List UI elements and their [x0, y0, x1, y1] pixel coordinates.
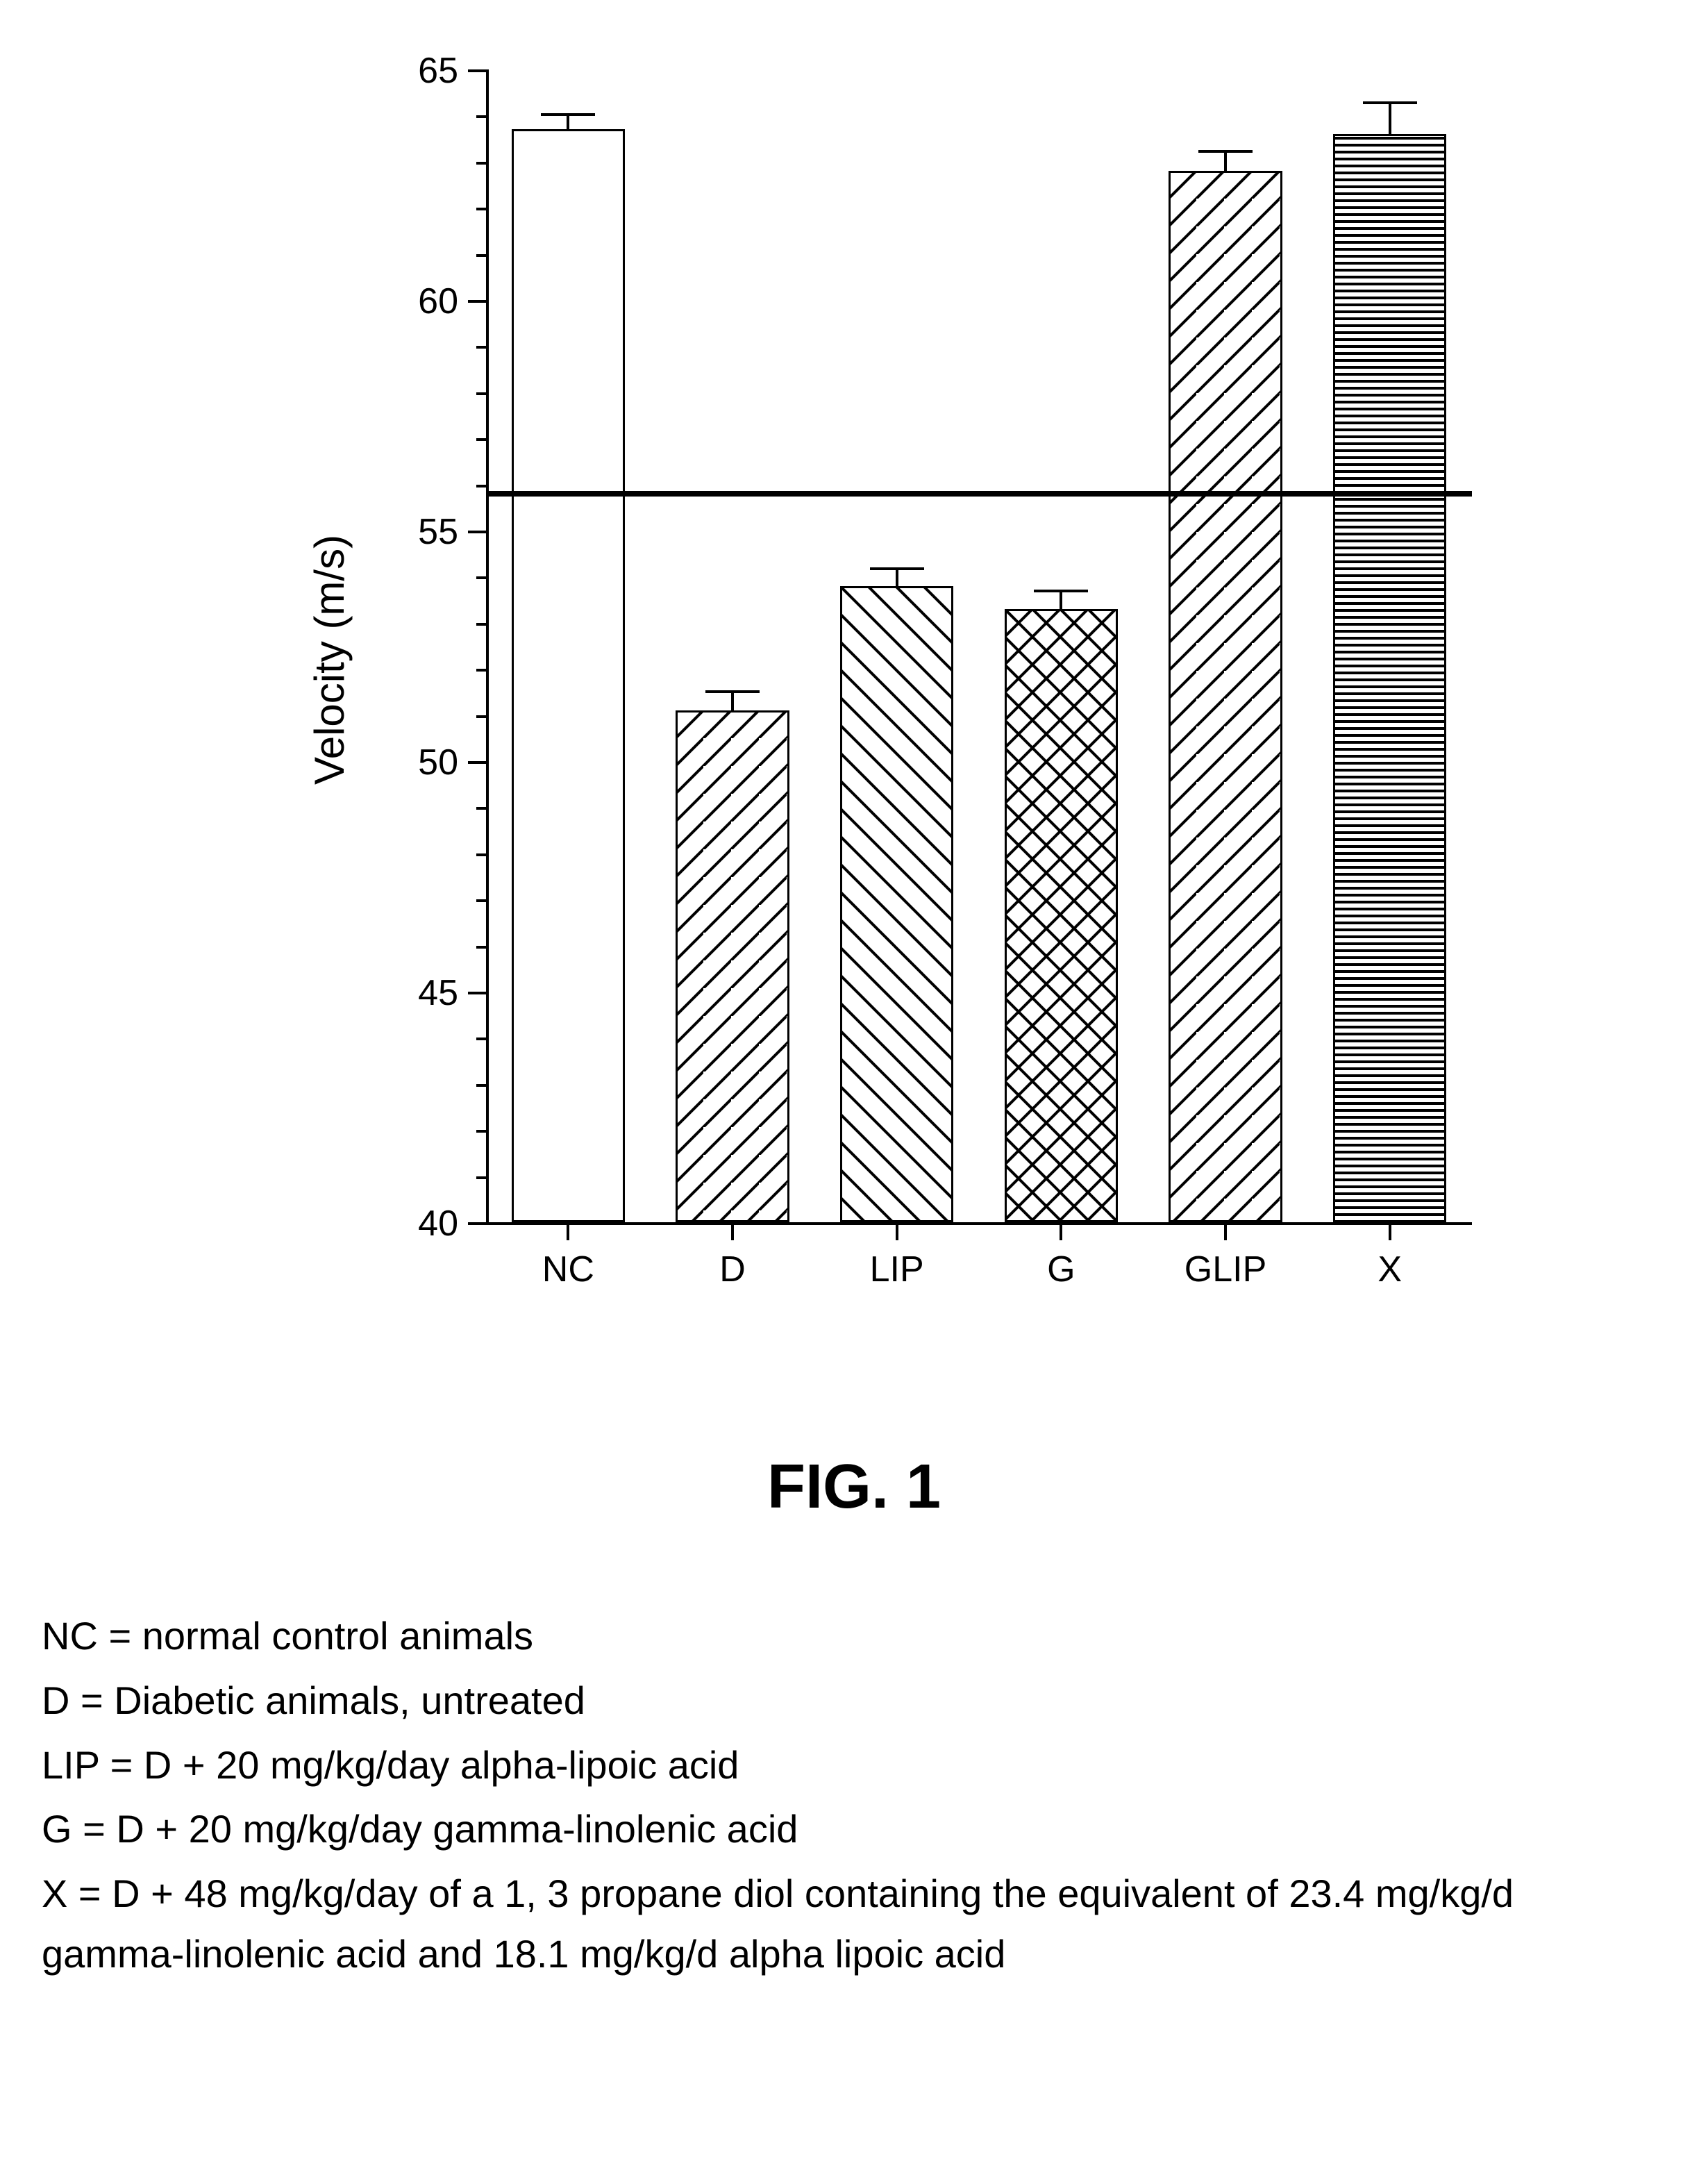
y-tick [476, 208, 486, 210]
bar-glip [1169, 171, 1282, 1222]
error-stem [1224, 150, 1227, 171]
legend-block: NC = normal control animalsD = Diabetic … [42, 1606, 1666, 1985]
legend-line: NC = normal control animals [42, 1606, 1666, 1667]
page: 40 45 50 55 60 65 Velocity (m/s) NC D LIP G GLIP X F… [0, 0, 1708, 1989]
y-tick-label: 55 [382, 511, 458, 553]
y-tick [468, 69, 486, 72]
y-tick [476, 899, 486, 902]
y-tick [476, 1038, 486, 1040]
legend-line: D = Diabetic animals, untreated [42, 1671, 1666, 1731]
y-tick-label: 65 [382, 50, 458, 92]
bar-x [1333, 134, 1446, 1222]
y-tick-label: 40 [382, 1203, 458, 1244]
y-tick [476, 162, 486, 165]
x-tick [1060, 1222, 1062, 1240]
y-tick [476, 669, 486, 672]
figure-title: FIG. 1 [0, 1451, 1708, 1523]
y-tick [476, 392, 486, 395]
y-tick-label: 50 [382, 742, 458, 783]
y-tick [476, 623, 486, 626]
x-tick [1389, 1222, 1391, 1240]
x-tick [567, 1222, 569, 1240]
error-cap [541, 113, 595, 116]
y-tick [476, 715, 486, 718]
velocity-bar-chart: 404550556065Velocity (m/s)NCDLIPGGLIPX [194, 56, 1514, 1361]
x-tick-label: G [1047, 1249, 1075, 1290]
reference-line [487, 491, 1472, 497]
y-tick [476, 853, 486, 856]
x-tick-label: NC [542, 1249, 594, 1290]
legend-line: LIP = D + 20 mg/kg/day alpha-lipoic acid [42, 1735, 1666, 1796]
x-tick [1224, 1222, 1227, 1240]
y-tick-label: 60 [382, 281, 458, 322]
error-cap [870, 567, 924, 570]
y-tick [476, 346, 486, 349]
y-tick [476, 438, 486, 441]
y-tick [476, 576, 486, 579]
error-stem [731, 690, 734, 710]
x-tick-label: LIP [870, 1249, 924, 1290]
bar-nc [512, 129, 625, 1222]
error-cap [1198, 150, 1253, 153]
y-tick [476, 946, 486, 949]
error-cap [1363, 101, 1417, 104]
y-tick-label: 45 [382, 972, 458, 1014]
bar-g [1005, 609, 1118, 1222]
x-tick-label: D [719, 1249, 746, 1290]
error-cap [1034, 590, 1088, 592]
y-tick [476, 1130, 486, 1133]
x-tick-label: GLIP [1184, 1249, 1267, 1290]
error-stem [1060, 590, 1062, 609]
y-axis [486, 69, 489, 1222]
x-tick [896, 1222, 898, 1240]
y-tick [468, 761, 486, 764]
y-axis-label: Velocity (m/s) [305, 535, 353, 785]
x-axis [486, 1222, 1472, 1225]
legend-line: X = D + 48 mg/kg/day of a 1, 3 propane d… [42, 1864, 1666, 1985]
y-tick [476, 1084, 486, 1087]
y-tick [476, 1176, 486, 1179]
x-tick-label: X [1378, 1249, 1402, 1290]
y-tick [468, 992, 486, 994]
x-tick [731, 1222, 734, 1240]
y-tick [476, 485, 486, 488]
error-stem [1389, 101, 1391, 133]
y-tick [468, 531, 486, 533]
bar-d [676, 710, 789, 1222]
y-tick [476, 807, 486, 810]
y-tick [468, 300, 486, 303]
y-tick [476, 115, 486, 118]
legend-line: G = D + 20 mg/kg/day gamma-linolenic aci… [42, 1799, 1666, 1860]
error-cap [705, 690, 760, 693]
y-tick [468, 1222, 486, 1225]
y-tick [476, 254, 486, 257]
bar-lip [840, 586, 953, 1222]
